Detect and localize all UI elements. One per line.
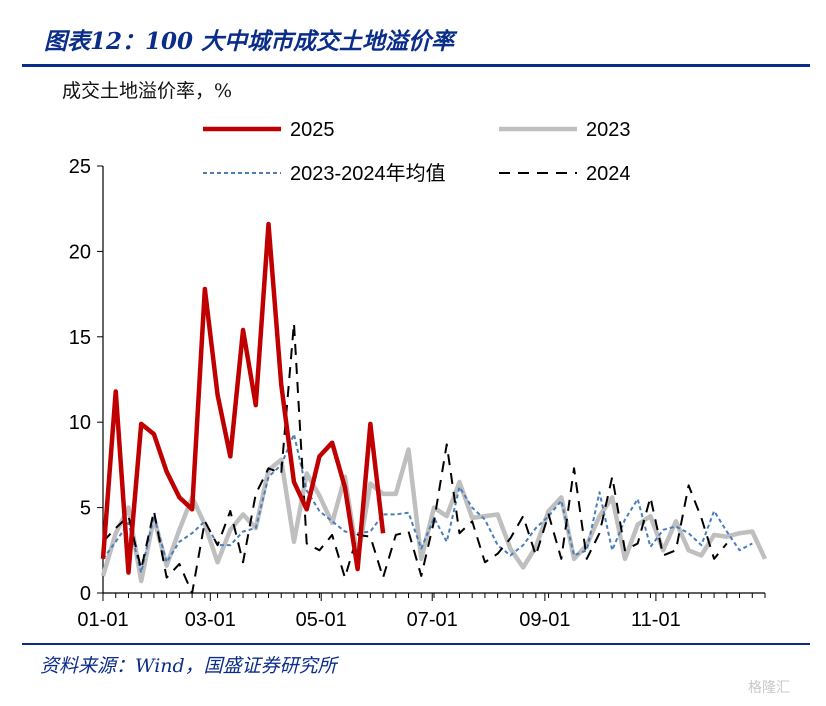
y-tick-label: 15 — [69, 327, 91, 349]
source-note: 资料来源：Wind，国盛证券研究所 — [40, 655, 337, 677]
x-tick-label: 11-01 — [631, 609, 681, 631]
watermark-logo: 格隆汇 — [748, 680, 790, 696]
x-tick-label: 03-01 — [185, 609, 236, 631]
source-rule — [22, 643, 810, 645]
y-tick-label: 25 — [69, 156, 91, 178]
legend-label-2023-2024年均值: 2023-2024年均值 — [290, 162, 446, 185]
x-tick-label: 07-01 — [407, 609, 458, 631]
series-line-2023 — [100, 447, 768, 584]
chart-title: 图表12：100 大中城市成交土地溢价率 — [44, 28, 455, 55]
legend-label-2025: 2025 — [290, 119, 335, 141]
y-tick-label: 20 — [69, 241, 91, 263]
x-tick-label: 01-01 — [77, 609, 128, 631]
series-line-2024 — [102, 322, 728, 594]
legend-label-2023: 2023 — [586, 119, 631, 141]
series-line-2025 — [100, 221, 386, 575]
title-rule — [22, 64, 810, 67]
y-axis-label: 成交土地溢价率，% — [62, 80, 233, 102]
x-tick-label: 05-01 — [296, 609, 347, 631]
y-tick-label: 10 — [69, 412, 91, 434]
y-tick-label: 0 — [80, 583, 91, 605]
x-tick-label: 09-01 — [519, 609, 570, 631]
y-tick-label: 5 — [80, 498, 91, 520]
legend-label-2024: 2024 — [586, 163, 631, 185]
